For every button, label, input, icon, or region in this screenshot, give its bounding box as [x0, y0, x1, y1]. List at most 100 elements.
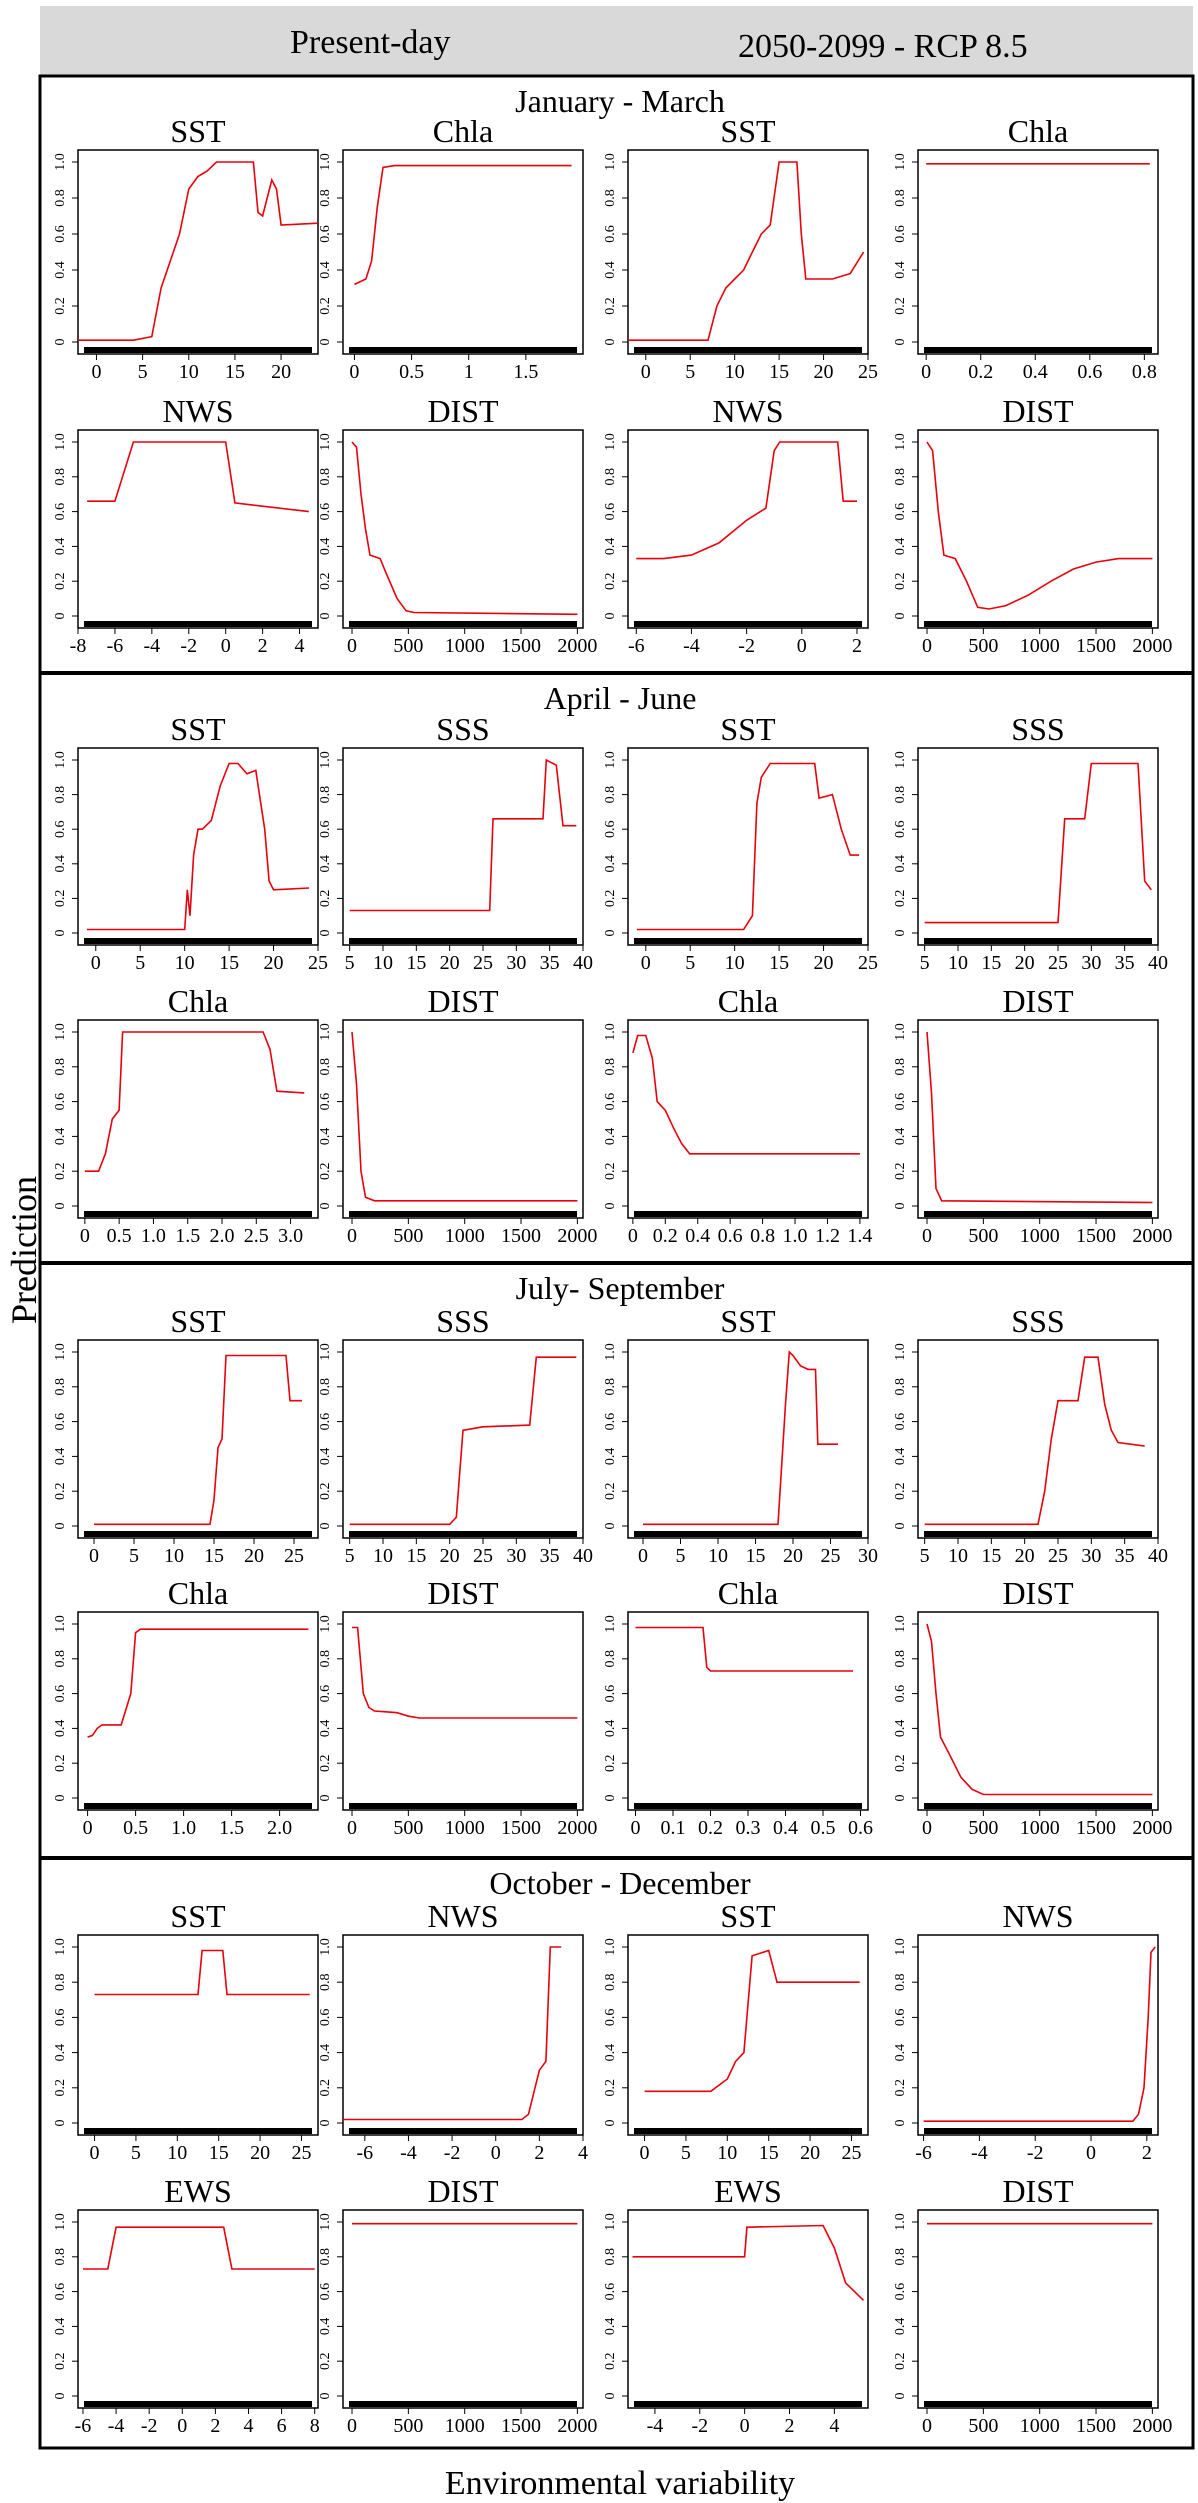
x-tick-label: 15	[209, 2142, 229, 2164]
x-tick-label: -2	[141, 2415, 158, 2437]
x-tick-label: 0	[347, 1817, 357, 1839]
x-tick-label: 0.2	[968, 361, 993, 383]
x-tick-label: -6	[356, 2142, 373, 2164]
response-curve	[926, 1031, 1153, 1204]
x-tick-label: 500	[393, 1225, 423, 1247]
panel-title: NWS	[427, 1898, 498, 1934]
y-tick-label: 0.6	[53, 1093, 68, 1111]
x-tick-label: 5	[685, 952, 695, 974]
panel-frame	[342, 2209, 584, 2409]
x-tick-label: 500	[968, 1225, 998, 1247]
y-tick-label: 0	[318, 613, 333, 620]
y-tick-label: 0.4	[893, 538, 908, 556]
y-tick-label: 0.4	[603, 261, 618, 279]
panel-title: SST	[720, 113, 776, 149]
y-tick-label: 0.6	[893, 503, 908, 520]
y-tick-label: 0.6	[893, 1093, 908, 1111]
panel-title: SST	[720, 1898, 776, 1934]
x-tick-label: -6	[107, 635, 124, 657]
x-tick-label: 10	[373, 952, 393, 974]
x-tick-label: 20	[1015, 1545, 1035, 1567]
panel-title: Chla	[168, 983, 228, 1019]
x-tick-label: 500	[393, 1817, 423, 1839]
y-tick-label: 0	[603, 930, 618, 937]
x-tick-label: 0	[347, 2415, 357, 2437]
x-tick-label: 8	[310, 2415, 320, 2437]
x-tick-label: 0	[347, 1225, 357, 1247]
x-tick-label: 1000	[1020, 2415, 1060, 2437]
x-tick-label: 0	[221, 635, 231, 657]
y-tick-label: 0.2	[893, 572, 908, 590]
x-tick-label: 1000	[1020, 1225, 1060, 1247]
x-tick-label: -2	[180, 635, 197, 657]
x-tick-label: -2	[1027, 2142, 1044, 2164]
x-tick-label: -6	[915, 2142, 932, 2164]
y-tick-label: 0.6	[603, 1685, 618, 1703]
y-tick-label: 1.0	[318, 1615, 333, 1633]
y-tick-label: 0.8	[318, 1378, 333, 1396]
y-tick-label: 0	[53, 2120, 68, 2127]
x-tick-label: 500	[968, 2415, 998, 2437]
y-tick-label: 0.8	[53, 1058, 68, 1076]
y-tick-label: 0.8	[603, 1973, 618, 1991]
y-tick-label: 0.2	[603, 890, 618, 908]
x-tick-label: 5	[135, 952, 145, 974]
y-tick-label: 0.2	[318, 297, 333, 315]
panel-frame	[917, 1934, 1159, 2136]
x-tick-label: 25	[308, 952, 328, 974]
y-tick-label: 0.4	[603, 2044, 618, 2062]
x-tick-label: 0	[80, 1225, 90, 1247]
y-tick-label: 0.4	[603, 2318, 618, 2336]
y-tick-label: 0.6	[318, 1413, 333, 1431]
response-curve	[78, 161, 319, 341]
y-tick-label: 1.0	[603, 1615, 618, 1633]
y-tick-label: 0.8	[318, 189, 333, 207]
y-tick-label: 0.6	[603, 503, 618, 520]
x-tick-label: 25	[473, 1545, 493, 1567]
panel-frame	[77, 149, 319, 355]
x-tick-label: 25	[841, 2142, 861, 2164]
y-tick-label: 0.8	[53, 1378, 68, 1396]
panel-title: SSS	[436, 1303, 489, 1339]
panel-title: NWS	[712, 393, 783, 429]
response-curve	[926, 441, 1153, 610]
y-tick-label: 1.0	[53, 153, 68, 171]
panel-frame	[627, 429, 869, 629]
x-tick-label: -6	[628, 635, 645, 657]
panel-title: EWS	[714, 2173, 782, 2209]
panel-title: SST	[720, 711, 776, 747]
y-tick-label: 0	[893, 2393, 908, 2400]
x-tick-label: 5	[131, 2142, 141, 2164]
x-tick-label: 10	[948, 952, 968, 974]
y-tick-label: 1.0	[318, 433, 333, 451]
y-tick-label: 0.4	[53, 2044, 68, 2062]
x-tick-label: 0	[921, 361, 931, 383]
y-tick-label: 1.0	[893, 2213, 908, 2231]
y-tick-label: 0.4	[318, 1128, 333, 1146]
x-tick-label: 2000	[1132, 1225, 1172, 1247]
y-tick-label: 0.4	[893, 2044, 908, 2062]
y-tick-label: 0.6	[53, 2283, 68, 2301]
y-tick-label: 0	[53, 1203, 68, 1210]
y-tick-label: 1.0	[603, 1343, 618, 1361]
x-tick-label: 15	[406, 952, 426, 974]
y-tick-label: 0.4	[53, 1448, 68, 1466]
x-tick-label: 25	[858, 361, 878, 383]
y-tick-label: 0.4	[603, 1720, 618, 1738]
y-tick-label: 0	[603, 613, 618, 620]
y-tick-label: 1.0	[893, 1615, 908, 1633]
panel-title: DIST	[1002, 393, 1074, 429]
x-tick-label: 15	[204, 1545, 224, 1567]
y-tick-label: 0.8	[893, 1058, 908, 1076]
y-tick-label: 0.8	[53, 786, 68, 804]
y-tick-label: 0.4	[893, 855, 908, 873]
y-tick-label: 0.2	[318, 1482, 333, 1500]
y-tick-label: 0.2	[318, 1754, 333, 1772]
y-tick-label: 0.6	[318, 820, 333, 838]
x-tick-label: 10	[373, 1545, 393, 1567]
panel-frame	[627, 1611, 869, 1811]
x-tick-label: 2.0	[210, 1225, 235, 1247]
y-tick-label: 0.4	[603, 855, 618, 873]
header-future-scenario: 2050-2099 - RCP 8.5	[738, 28, 1028, 65]
y-tick-label: 0.2	[893, 2079, 908, 2097]
